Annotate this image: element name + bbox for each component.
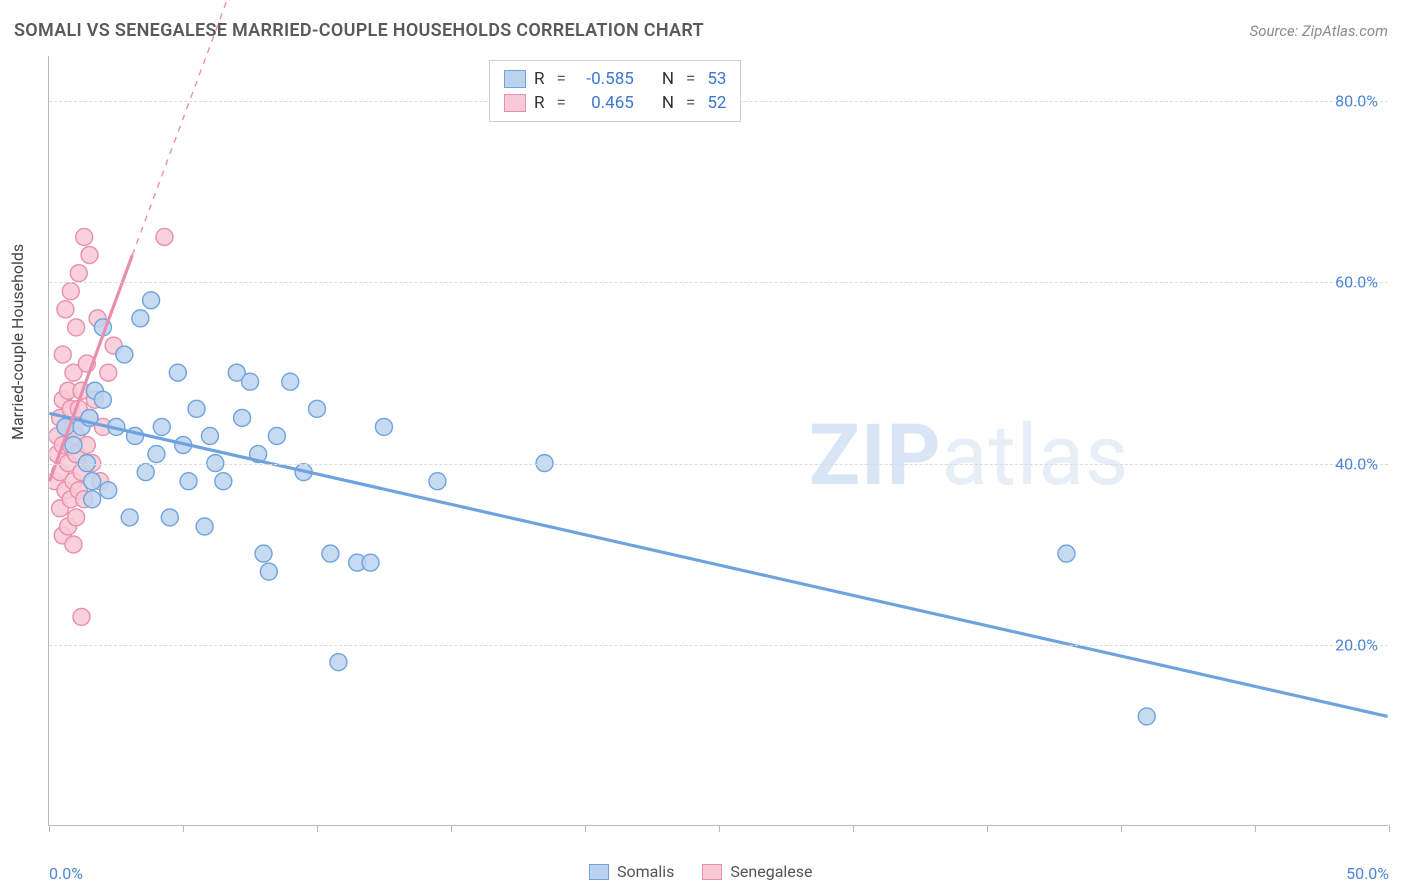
y-axis-label: Married-couple Households bbox=[8, 244, 27, 440]
x-tick-label: 50.0% bbox=[1346, 864, 1389, 883]
point-somalis bbox=[242, 373, 259, 390]
legend-R-value: -0.585 bbox=[578, 69, 634, 89]
legend-item: Senegalese bbox=[702, 862, 812, 881]
x-tick-mark bbox=[585, 825, 586, 832]
point-somalis bbox=[148, 446, 165, 463]
legend-series: Somalis Senegalese bbox=[589, 862, 813, 881]
point-senegalese bbox=[54, 346, 71, 363]
point-senegalese bbox=[156, 228, 173, 245]
x-tick-mark bbox=[317, 825, 318, 832]
source-attribution: Source: ZipAtlas.com bbox=[1250, 22, 1388, 40]
point-somalis bbox=[362, 554, 379, 571]
legend-stats-row: R = 0.465 N = 52 bbox=[504, 91, 726, 115]
point-senegalese bbox=[57, 301, 74, 318]
legend-swatch-icon bbox=[589, 864, 609, 880]
point-somalis bbox=[84, 473, 101, 490]
point-somalis bbox=[322, 545, 339, 562]
point-senegalese bbox=[73, 608, 90, 625]
y-tick-label: 20.0% bbox=[1335, 635, 1378, 654]
point-somalis bbox=[330, 654, 347, 671]
point-somalis bbox=[161, 509, 178, 526]
legend-swatch-icon bbox=[702, 864, 722, 880]
x-tick-mark bbox=[987, 825, 988, 832]
point-senegalese bbox=[62, 283, 79, 300]
legend-item-label: Somalis bbox=[617, 862, 674, 881]
legend-stats: R = -0.585 N = 53 R = 0.465 N = 52 bbox=[489, 60, 741, 122]
legend-N-label: N bbox=[662, 93, 674, 113]
chart-container: SOMALI VS SENEGALESE MARRIED-COUPLE HOUS… bbox=[0, 0, 1406, 892]
legend-stats-row: R = -0.585 N = 53 bbox=[504, 67, 726, 91]
point-somalis bbox=[116, 346, 133, 363]
point-somalis bbox=[215, 473, 232, 490]
chart-title: SOMALI VS SENEGALESE MARRIED-COUPLE HOUS… bbox=[14, 20, 704, 41]
point-somalis bbox=[201, 427, 218, 444]
point-somalis bbox=[143, 292, 160, 309]
point-senegalese bbox=[100, 364, 117, 381]
point-senegalese bbox=[68, 509, 85, 526]
legend-item: Somalis bbox=[589, 862, 674, 881]
point-senegalese bbox=[81, 247, 98, 264]
x-tick-mark bbox=[853, 825, 854, 832]
x-tick-mark bbox=[183, 825, 184, 832]
legend-swatch-icon bbox=[504, 70, 526, 88]
point-somalis bbox=[429, 473, 446, 490]
point-somalis bbox=[234, 409, 251, 426]
legend-R-value: 0.465 bbox=[578, 93, 634, 113]
legend-R-label: R bbox=[534, 69, 544, 89]
legend-item-label: Senegalese bbox=[730, 862, 812, 881]
x-tick-mark bbox=[1389, 825, 1390, 832]
series-somalis bbox=[57, 292, 1155, 725]
point-somalis bbox=[121, 509, 138, 526]
point-somalis bbox=[309, 400, 326, 417]
point-somalis bbox=[100, 482, 117, 499]
x-tick-mark bbox=[49, 825, 50, 832]
point-somalis bbox=[132, 310, 149, 327]
equals-icon: = bbox=[556, 93, 565, 113]
point-somalis bbox=[169, 364, 186, 381]
point-somalis bbox=[255, 545, 272, 562]
equals-icon: = bbox=[686, 93, 695, 113]
point-senegalese bbox=[76, 228, 93, 245]
equals-icon: = bbox=[686, 69, 695, 89]
plot-area: ZIPatlas 20.0%40.0%60.0%80.0%0.0%50.0%R=… bbox=[48, 56, 1388, 826]
y-tick-label: 40.0% bbox=[1335, 454, 1378, 473]
point-somalis bbox=[84, 491, 101, 508]
y-tick-label: 80.0% bbox=[1335, 92, 1378, 111]
point-somalis bbox=[282, 373, 299, 390]
chart-svg bbox=[49, 56, 1388, 825]
x-tick-mark bbox=[1121, 825, 1122, 832]
point-somalis bbox=[260, 563, 277, 580]
point-somalis bbox=[268, 427, 285, 444]
point-somalis bbox=[1058, 545, 1075, 562]
point-senegalese bbox=[68, 319, 85, 336]
legend-R-label: R bbox=[534, 93, 544, 113]
gridline bbox=[49, 645, 1388, 646]
equals-icon: = bbox=[556, 69, 565, 89]
regression-somalis bbox=[49, 413, 1387, 716]
point-somalis bbox=[153, 418, 170, 435]
point-somalis bbox=[180, 473, 197, 490]
point-somalis bbox=[188, 400, 205, 417]
legend-swatch-icon bbox=[504, 94, 526, 112]
gridline bbox=[49, 282, 1388, 283]
legend-N-value: 52 bbox=[707, 93, 726, 113]
legend-N-label: N bbox=[662, 69, 674, 89]
y-tick-label: 60.0% bbox=[1335, 273, 1378, 292]
point-senegalese bbox=[65, 536, 82, 553]
x-tick-mark bbox=[451, 825, 452, 832]
point-somalis bbox=[375, 418, 392, 435]
point-somalis bbox=[1138, 708, 1155, 725]
gridline bbox=[49, 464, 1388, 465]
point-somalis bbox=[65, 437, 82, 454]
point-somalis bbox=[196, 518, 213, 535]
point-somalis bbox=[137, 464, 154, 481]
point-senegalese bbox=[70, 265, 87, 282]
legend-N-value: 53 bbox=[707, 69, 726, 89]
point-somalis bbox=[94, 391, 111, 408]
x-tick-mark bbox=[719, 825, 720, 832]
x-tick-mark bbox=[1255, 825, 1256, 832]
x-tick-label: 0.0% bbox=[49, 864, 83, 883]
